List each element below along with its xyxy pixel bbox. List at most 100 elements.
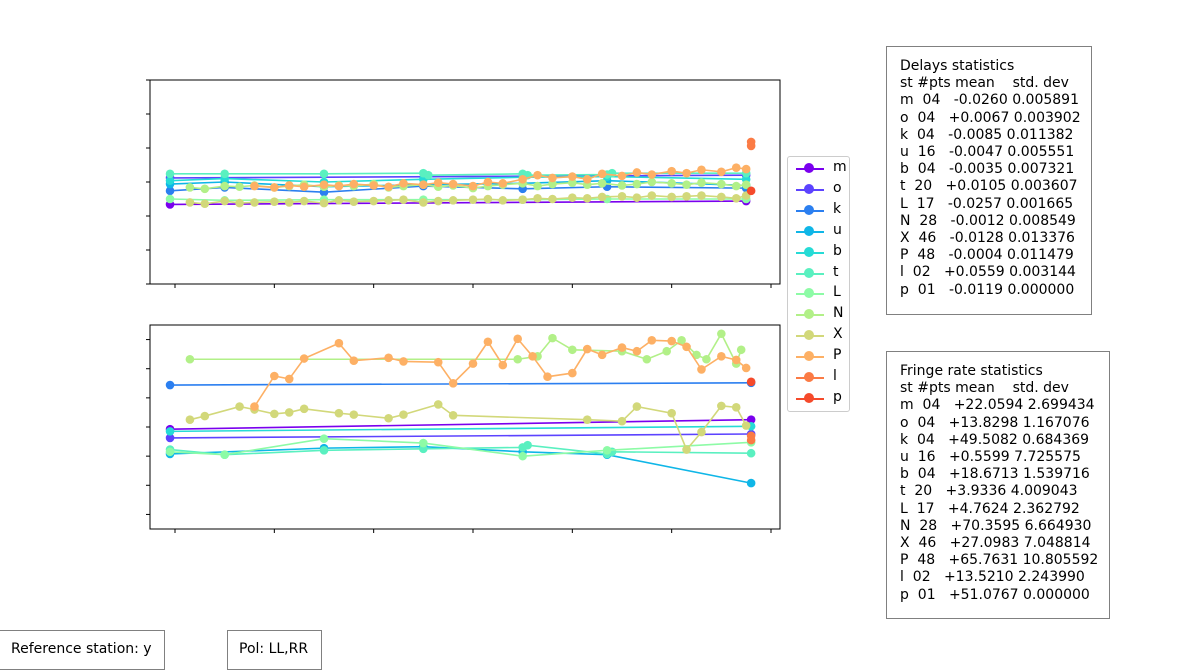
data-point-P (597, 169, 607, 179)
data-point-P (731, 163, 741, 173)
stats-row: t 20 +0.0105 0.003607 (900, 178, 1078, 195)
data-point-N (692, 350, 701, 360)
data-point-X (667, 408, 676, 418)
data-point-N (617, 181, 627, 190)
data-point-N (568, 178, 577, 187)
legend-label: p (833, 388, 842, 405)
legend-entry: b (788, 242, 851, 262)
data-point-t (319, 446, 329, 455)
data-point-N (548, 179, 557, 189)
legend-entry: m (788, 158, 851, 178)
stats-header: st #pts mean std. dev (900, 75, 1069, 92)
legend-label: X (833, 326, 843, 343)
legend-marker-icon (804, 163, 814, 173)
plot-frame (149, 79, 781, 285)
series-line-X (189, 403, 747, 452)
data-point-X (270, 197, 279, 207)
data-point-P (384, 182, 393, 192)
data-point-P (697, 165, 706, 175)
data-point-X (617, 191, 627, 201)
data-point-P (682, 342, 691, 352)
legend-entry: P (788, 346, 851, 366)
data-point-X (185, 415, 195, 425)
stats-row: N 28 -0.0012 0.008549 (900, 212, 1076, 229)
data-point-P (448, 179, 458, 189)
legend-label: b (833, 242, 842, 259)
stats-row: N 28 +70.3595 6.664930 (900, 517, 1092, 534)
data-point-X (349, 197, 359, 207)
data-point-X (433, 196, 443, 206)
data-point-N (185, 354, 195, 364)
data-point-b (165, 176, 175, 185)
stats-row: o 04 +13.8298 1.167076 (900, 414, 1090, 431)
stats-row: b 04 -0.0035 0.007321 (900, 161, 1075, 178)
data-point-P (433, 357, 443, 367)
data-point-t (165, 169, 175, 179)
data-point-X (284, 408, 294, 417)
data-point-X (697, 427, 706, 437)
data-point-P (270, 183, 279, 192)
data-point-X (667, 192, 676, 202)
data-point-N (632, 179, 642, 189)
stats-row: l 02 +0.0559 0.003144 (900, 264, 1076, 281)
data-point-N (185, 183, 195, 192)
data-point-P (533, 170, 542, 180)
data-point-m (746, 415, 756, 425)
data-point-P (284, 181, 294, 190)
data-point-X (548, 194, 557, 204)
data-point-P (284, 374, 294, 384)
data-point-t (746, 448, 756, 458)
data-point-P (299, 182, 309, 192)
data-point-P (250, 181, 259, 191)
stats-row: X 46 -0.0128 0.013376 (900, 230, 1075, 247)
data-point-P (334, 338, 344, 348)
series-line-o (170, 433, 752, 439)
data-point-X (185, 198, 195, 207)
series-line-N (189, 332, 742, 366)
legend-marker-icon (804, 204, 814, 215)
data-point-P (384, 353, 393, 363)
data-point-N (697, 178, 706, 187)
data-point-X (568, 193, 577, 202)
data-point-X (369, 196, 378, 206)
data-point-P (319, 180, 329, 190)
data-point-P (617, 171, 627, 181)
data-point-P (468, 181, 478, 191)
data-point-X (200, 411, 210, 421)
data-point-N (513, 354, 522, 364)
stats-row: X 46 +27.0983 7.048814 (900, 535, 1091, 552)
legend-marker-icon (804, 309, 814, 320)
stats-row: p 01 +51.0767 0.000000 (900, 586, 1090, 603)
data-point-l (746, 141, 756, 151)
legend-entry: k (788, 200, 851, 220)
data-point-P (399, 179, 408, 188)
stats-header: st #pts mean std. dev (900, 380, 1069, 397)
fringe-rate-panel (146, 324, 781, 533)
data-point-t (523, 440, 532, 450)
data-point-X (270, 409, 279, 419)
data-point-P (399, 357, 408, 366)
delay-panel (146, 79, 781, 288)
legend-label: k (833, 200, 842, 217)
series-line-k (170, 382, 752, 386)
data-point-N (731, 181, 741, 191)
data-point-X (617, 416, 627, 426)
legend-entry: L (788, 283, 851, 303)
stats-row: k 04 -0.0085 0.011382 (900, 126, 1074, 143)
data-point-X (582, 194, 592, 203)
series-group (165, 329, 756, 488)
data-point-P (582, 344, 592, 354)
stats-row: L 17 +4.7624 2.362792 (900, 500, 1080, 517)
data-point-P (597, 350, 607, 360)
data-point-P (647, 336, 657, 345)
data-point-P (617, 343, 627, 352)
data-point-N (597, 179, 607, 188)
data-point-p (746, 186, 756, 196)
stats-row: o 04 +0.0067 0.003902 (900, 109, 1081, 126)
data-point-P (498, 360, 508, 370)
data-point-N (647, 177, 657, 187)
data-point-L (518, 451, 527, 461)
data-point-P (349, 356, 359, 366)
